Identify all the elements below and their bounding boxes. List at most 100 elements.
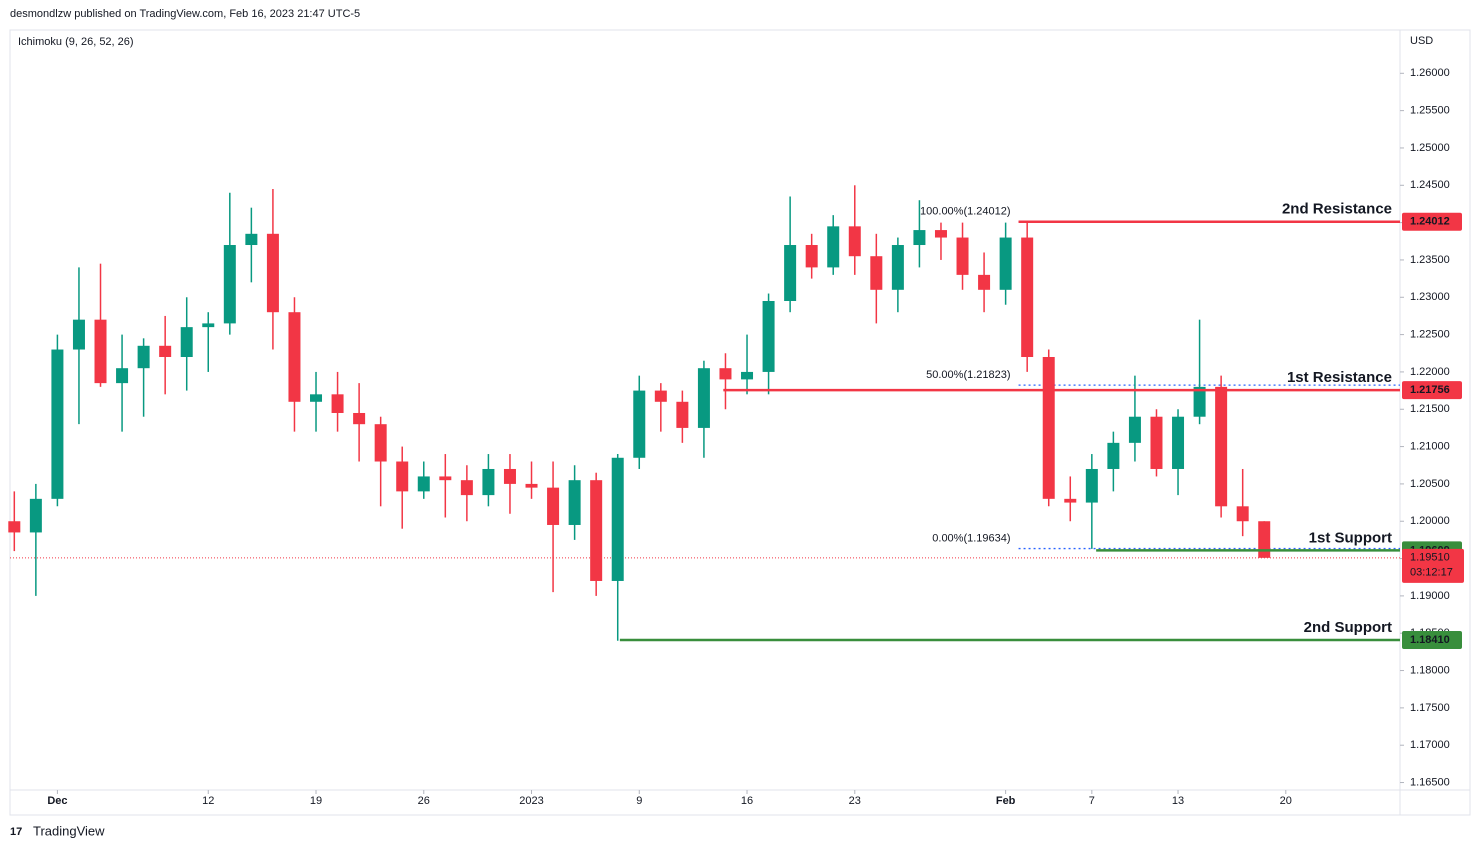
y-tick-label: 1.21500 — [1410, 403, 1450, 415]
candle-body — [116, 368, 129, 384]
candle-body — [1215, 386, 1228, 507]
candle-body — [1258, 521, 1271, 558]
candle-body — [503, 468, 516, 484]
candle-body — [805, 245, 818, 268]
candle-body — [72, 319, 85, 350]
level-label: 2nd Support — [1304, 619, 1392, 636]
candle-body — [331, 394, 344, 413]
candle-body — [1107, 442, 1120, 469]
candle-body — [827, 226, 840, 268]
y-tick-label: 1.16500 — [1410, 776, 1450, 788]
price-tag — [1402, 630, 1462, 649]
y-tick-label: 1.18000 — [1410, 664, 1450, 676]
candle-body — [417, 476, 430, 492]
y-tick-label: 1.19000 — [1410, 590, 1450, 602]
y-tick-label: 1.24500 — [1410, 179, 1450, 191]
x-tick-label: 19 — [310, 795, 322, 807]
price-tag-label: 1.18410 — [1410, 634, 1450, 646]
x-tick-label: 7 — [1089, 795, 1095, 807]
candle-body — [1042, 356, 1055, 499]
fib-label: 0.00%(1.19634) — [932, 532, 1010, 544]
level-label: 2nd Resistance — [1282, 201, 1392, 218]
candle-body — [223, 245, 236, 324]
candle-body — [762, 301, 775, 372]
candle-body — [137, 345, 150, 369]
x-tick-label: Feb — [996, 795, 1016, 807]
indicator-label: Ichimoku (9, 26, 52, 26) — [18, 36, 134, 48]
candle-body — [848, 226, 861, 257]
countdown: 03:12:17 — [1410, 567, 1453, 579]
candle-body — [245, 233, 258, 246]
candle-body — [654, 390, 667, 402]
candle-body — [1150, 416, 1163, 469]
candle-body — [159, 345, 172, 357]
fib-label: 50.00%(1.21823) — [926, 369, 1010, 381]
candle-body — [396, 461, 409, 492]
candle-body — [956, 237, 969, 275]
y-tick-label: 1.20000 — [1410, 515, 1450, 527]
y-tick-label: 1.22000 — [1410, 366, 1450, 378]
candle-body — [978, 274, 991, 290]
price-tag — [1402, 381, 1462, 400]
last-price-tag — [1402, 548, 1464, 583]
level-label: 1st Resistance — [1287, 369, 1392, 386]
y-tick-label: 1.23500 — [1410, 254, 1450, 266]
currency: USD — [1410, 35, 1433, 47]
price-tag-label: 1.21756 — [1410, 384, 1450, 396]
candle-body — [676, 401, 689, 428]
candle-body — [525, 483, 538, 488]
candle-body — [719, 368, 732, 380]
x-tick-label: 12 — [202, 795, 214, 807]
y-tick-label: 1.20500 — [1410, 478, 1450, 490]
candle-body — [266, 233, 279, 313]
candle-body — [870, 256, 883, 290]
candle-body — [1172, 416, 1185, 469]
x-tick-label: 2023 — [519, 795, 543, 807]
candle-body — [202, 323, 215, 328]
candle-body — [310, 394, 323, 402]
brand: TradingView — [33, 823, 105, 838]
last-price-label: 1.19510 — [1410, 552, 1450, 564]
x-tick-label: 26 — [418, 795, 430, 807]
candle-body — [180, 327, 193, 357]
candle-body — [1085, 468, 1098, 503]
price-tag — [1402, 212, 1462, 231]
header: desmondlzw published on TradingView.com,… — [10, 8, 360, 20]
candle-body — [633, 390, 646, 458]
y-tick-label: 1.17500 — [1410, 702, 1450, 714]
level-label: 1st Support — [1309, 529, 1392, 546]
candle-body — [94, 319, 107, 384]
x-tick-label: 16 — [741, 795, 753, 807]
candle-body — [547, 487, 560, 525]
x-tick-label: 13 — [1172, 795, 1184, 807]
y-tick-label: 1.17000 — [1410, 739, 1450, 751]
y-tick-label: 1.22500 — [1410, 329, 1450, 341]
candle-body — [29, 498, 42, 533]
candle-body — [353, 412, 366, 425]
y-tick-label: 1.26000 — [1410, 67, 1450, 79]
y-tick-label: 1.25500 — [1410, 105, 1450, 117]
candle-body — [1064, 498, 1077, 503]
x-tick-label: Dec — [47, 795, 67, 807]
candle-body — [288, 312, 301, 402]
y-tick-label: 1.23000 — [1410, 291, 1450, 303]
candle-body — [1193, 386, 1206, 417]
candle-body — [891, 245, 904, 290]
candle-body — [460, 480, 473, 496]
candle-body — [784, 245, 797, 302]
candle-body — [1236, 506, 1249, 522]
candle-body — [568, 480, 581, 525]
x-tick-label: 9 — [636, 795, 642, 807]
candle-body — [439, 476, 452, 481]
candle-body — [697, 368, 710, 428]
candle-body — [934, 230, 947, 238]
y-tick-label: 1.25000 — [1410, 142, 1450, 154]
logo-mark: 17 — [10, 826, 22, 838]
candle-body — [8, 521, 21, 533]
price-tag-label: 1.24012 — [1410, 216, 1450, 228]
candle-body — [590, 480, 603, 581]
x-tick-label: 20 — [1280, 795, 1292, 807]
candle-body — [913, 230, 926, 246]
frame — [9, 29, 1471, 816]
